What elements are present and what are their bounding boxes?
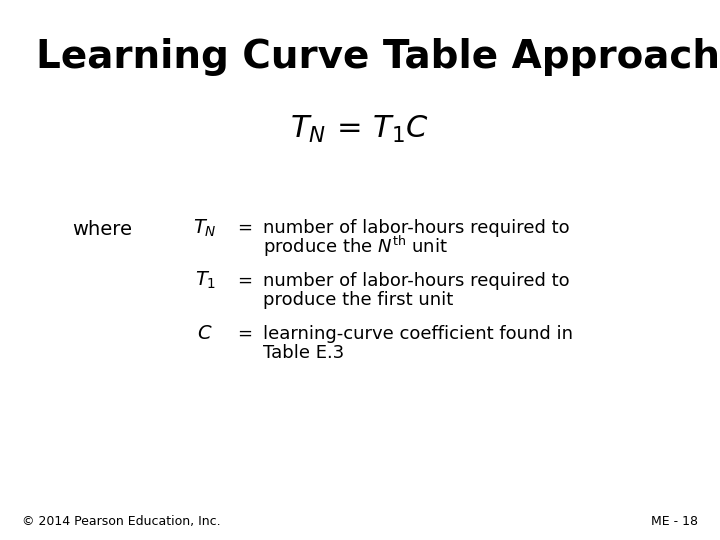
Text: $C$: $C$ <box>197 324 213 343</box>
Text: number of labor-hours required to: number of labor-hours required to <box>263 219 570 237</box>
Text: =: = <box>238 219 252 237</box>
Text: produce the first unit: produce the first unit <box>263 291 453 309</box>
Text: $T_N\, =\, T_1C$: $T_N\, =\, T_1C$ <box>290 114 430 145</box>
Text: where: where <box>72 220 132 239</box>
Text: Learning Curve Table Approach: Learning Curve Table Approach <box>36 38 720 76</box>
Text: ME - 18: ME - 18 <box>652 515 698 528</box>
Text: $T_N$: $T_N$ <box>194 217 217 239</box>
Text: $T_1$: $T_1$ <box>194 270 216 292</box>
Text: number of labor-hours required to: number of labor-hours required to <box>263 272 570 290</box>
Text: =: = <box>238 272 252 290</box>
Text: © 2014 Pearson Education, Inc.: © 2014 Pearson Education, Inc. <box>22 515 220 528</box>
Text: =: = <box>238 325 252 343</box>
Text: produce the $N^{\mathrm{th}}$ unit: produce the $N^{\mathrm{th}}$ unit <box>263 234 448 259</box>
Text: learning-curve coefficient found in: learning-curve coefficient found in <box>263 325 573 343</box>
Text: Table E.3: Table E.3 <box>263 343 344 362</box>
